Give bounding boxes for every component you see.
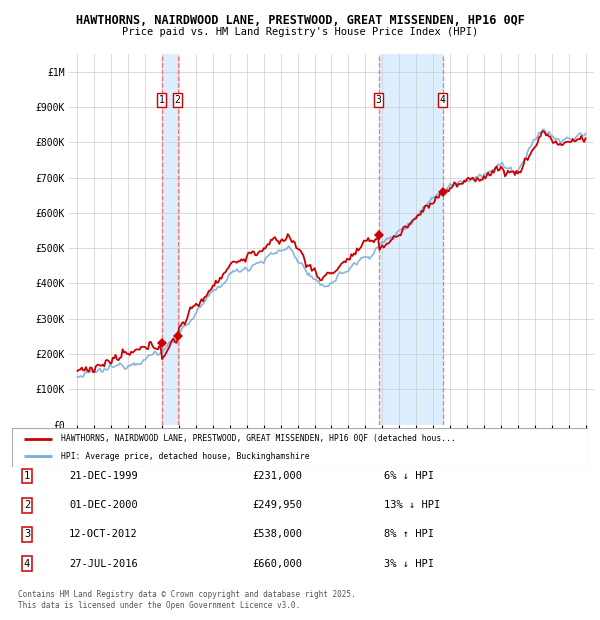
- Text: 2: 2: [24, 500, 30, 510]
- Bar: [161, 54, 178, 425]
- Text: 3% ↓ HPI: 3% ↓ HPI: [384, 559, 434, 569]
- Text: 21-DEC-1999: 21-DEC-1999: [69, 471, 138, 481]
- Text: 3: 3: [24, 529, 30, 539]
- Text: 3: 3: [376, 95, 382, 105]
- Text: This data is licensed under the Open Government Licence v3.0.: This data is licensed under the Open Gov…: [18, 601, 300, 611]
- Text: 4: 4: [440, 95, 446, 105]
- Text: 01-DEC-2000: 01-DEC-2000: [69, 500, 138, 510]
- Text: 6% ↓ HPI: 6% ↓ HPI: [384, 471, 434, 481]
- Bar: [379, 54, 443, 425]
- Text: 8% ↑ HPI: 8% ↑ HPI: [384, 529, 434, 539]
- Text: Price paid vs. HM Land Registry's House Price Index (HPI): Price paid vs. HM Land Registry's House …: [122, 27, 478, 37]
- Text: £538,000: £538,000: [252, 529, 302, 539]
- Text: 2: 2: [175, 95, 181, 105]
- Text: HPI: Average price, detached house, Buckinghamshire: HPI: Average price, detached house, Buck…: [61, 452, 310, 461]
- Text: 1: 1: [24, 471, 30, 481]
- Text: 13% ↓ HPI: 13% ↓ HPI: [384, 500, 440, 510]
- Text: HAWTHORNS, NAIRDWOOD LANE, PRESTWOOD, GREAT MISSENDEN, HP16 0QF (detached hous..: HAWTHORNS, NAIRDWOOD LANE, PRESTWOOD, GR…: [61, 434, 456, 443]
- Text: 4: 4: [24, 559, 30, 569]
- Text: £249,950: £249,950: [252, 500, 302, 510]
- Text: 27-JUL-2016: 27-JUL-2016: [69, 559, 138, 569]
- Text: Contains HM Land Registry data © Crown copyright and database right 2025.: Contains HM Land Registry data © Crown c…: [18, 590, 356, 600]
- Text: 1: 1: [158, 95, 164, 105]
- Text: HAWTHORNS, NAIRDWOOD LANE, PRESTWOOD, GREAT MISSENDEN, HP16 0QF: HAWTHORNS, NAIRDWOOD LANE, PRESTWOOD, GR…: [76, 14, 524, 27]
- Text: £660,000: £660,000: [252, 559, 302, 569]
- Text: 12-OCT-2012: 12-OCT-2012: [69, 529, 138, 539]
- Text: £231,000: £231,000: [252, 471, 302, 481]
